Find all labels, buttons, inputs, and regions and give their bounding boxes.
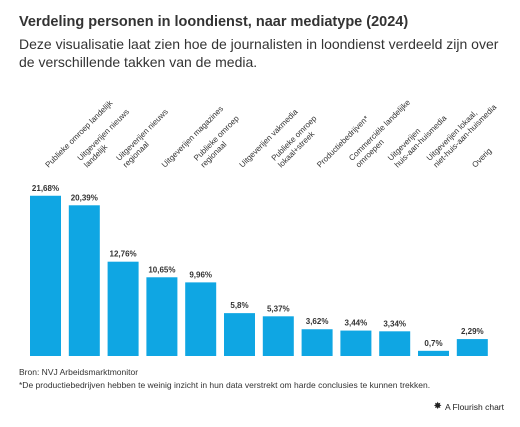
credit-label: A Flourish chart: [444, 402, 504, 412]
bar-value-label: 3,62%: [306, 317, 329, 326]
bar[interactable]: [30, 195, 61, 356]
bar[interactable]: [224, 313, 255, 356]
source-note: Bron: NVJ Arbeidsmarktmonitor: [19, 367, 139, 377]
bar-value-label: 0,7%: [424, 339, 442, 348]
footnote: *De productiebedrijven hebben te weinig …: [19, 380, 431, 390]
bar-value-label: 5,8%: [230, 301, 248, 310]
bar-value-label: 3,44%: [345, 319, 368, 328]
bar[interactable]: [68, 205, 100, 356]
bar-value-label: 5,37%: [267, 304, 290, 313]
bar[interactable]: [185, 282, 217, 356]
bar-value-label: 12,76%: [110, 250, 137, 259]
chart-title: Verdeling personen in loondienst, naar m…: [19, 14, 409, 30]
bar-value-label: 2,29%: [461, 327, 484, 336]
bar-value-label: 20,39%: [71, 193, 98, 202]
value-labels: 21,68% 20,39% 12,76% 10,65% 9,96% 5,8% 5,37% 3,…: [32, 184, 484, 348]
bar[interactable]: [456, 339, 488, 356]
bar[interactable]: [107, 261, 139, 356]
bar[interactable]: [379, 331, 411, 356]
bar-value-label: 10,65%: [148, 265, 175, 274]
flourish-logo-icon: ✸: [433, 401, 442, 412]
chart-subtitle: Deze visualisatie laat zien hoe de journ…: [19, 36, 499, 70]
bar-value-label: 21,68%: [32, 184, 59, 193]
bar-value-label: 9,96%: [189, 270, 212, 279]
bar[interactable]: [340, 330, 372, 356]
bar[interactable]: [262, 316, 294, 356]
bar[interactable]: [146, 277, 178, 356]
category-label: Overig: [470, 146, 493, 169]
bars: [30, 195, 488, 356]
flourish-credit[interactable]: ✸ A Flourish chart: [433, 401, 504, 413]
bar[interactable]: [301, 329, 333, 356]
bar-value-label: 3,34%: [383, 319, 406, 328]
bar[interactable]: [418, 350, 449, 356]
